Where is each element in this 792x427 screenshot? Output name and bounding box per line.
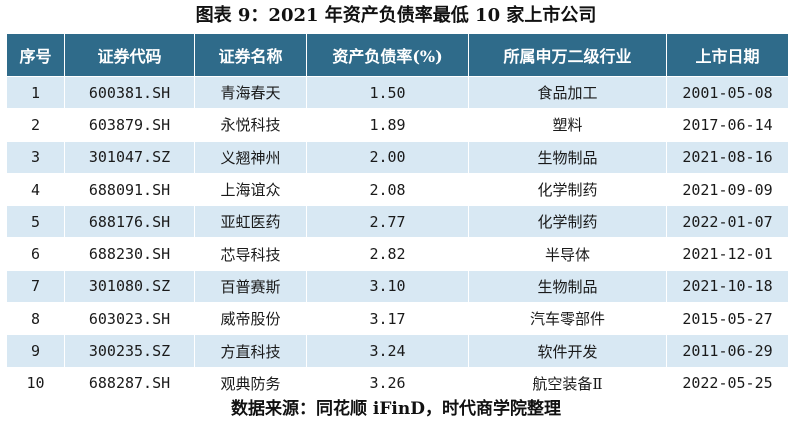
cell-name: 观典防务 [194, 366, 307, 400]
cell-industry: 生物制品 [468, 140, 667, 174]
source-note: 数据来源：同花顺 iFinD，时代商学院整理 [230, 399, 561, 419]
cell-industry: 生物制品 [468, 269, 667, 304]
cell-debt-ratio: 2.82 [306, 237, 469, 271]
cell-index: 8 [6, 302, 65, 336]
col-header-name: 证券名称 [194, 33, 307, 77]
cell-debt-ratio: 3.26 [306, 366, 469, 400]
cell-listing-date: 2021-08-16 [666, 140, 789, 174]
cell-index: 1 [6, 75, 65, 110]
col-header-listing-date: 上市日期 [666, 33, 789, 77]
cell-listing-date: 2022-01-07 [666, 205, 789, 239]
cell-index: 9 [6, 334, 65, 368]
cell-index: 3 [6, 140, 65, 174]
cell-name: 亚虹医药 [194, 205, 307, 239]
cell-code: 688230.SH [64, 237, 195, 271]
table-row: 10 688287.SH 观典防务 3.26 航空装备Ⅱ 2022-05-25 [6, 366, 789, 400]
cell-industry: 半导体 [468, 237, 667, 271]
cell-industry: 化学制药 [468, 172, 667, 207]
table-row: 3 301047.SZ 义翘神州 2.00 生物制品 2021-08-16 [6, 140, 789, 174]
col-header-index: 序号 [6, 33, 65, 77]
cell-code: 603879.SH [64, 108, 195, 142]
cell-debt-ratio: 3.10 [306, 269, 469, 304]
cell-listing-date: 2015-05-27 [666, 302, 789, 336]
cell-index: 5 [6, 205, 65, 239]
cell-debt-ratio: 3.24 [306, 334, 469, 368]
table-row: 9 300235.SZ 方直科技 3.24 软件开发 2011-06-29 [6, 334, 789, 368]
cell-code: 301047.SZ [64, 140, 195, 174]
figure-title: 图表 9：2021 年资产负债率最低 10 家上市公司 [195, 5, 597, 26]
cell-debt-ratio: 1.89 [306, 108, 469, 142]
cell-name: 义翘神州 [194, 140, 307, 174]
cell-industry: 化学制药 [468, 205, 667, 239]
data-table-container: 序号 证券代码 证券名称 资产负债率(%) 所属申万二级行业 上市日期 1 600… [6, 33, 789, 400]
col-header-debt-ratio: 资产负债率(%) [306, 33, 469, 77]
cell-name: 青海春天 [194, 75, 307, 110]
cell-index: 6 [6, 237, 65, 271]
cell-industry: 航空装备Ⅱ [468, 366, 667, 400]
cell-index: 10 [6, 366, 65, 400]
cell-debt-ratio: 1.50 [306, 75, 469, 110]
cell-debt-ratio: 2.08 [306, 172, 469, 207]
cell-name: 上海谊众 [194, 172, 307, 207]
col-header-code: 证券代码 [64, 33, 195, 77]
cell-code: 300235.SZ [64, 334, 195, 368]
table-row: 4 688091.SH 上海谊众 2.08 化学制药 2021-09-09 [6, 172, 789, 207]
header-row: 序号 证券代码 证券名称 资产负债率(%) 所属申万二级行业 上市日期 [6, 33, 789, 77]
cell-listing-date: 2001-05-08 [666, 75, 789, 110]
cell-industry: 软件开发 [468, 334, 667, 368]
table-body: 1 600381.SH 青海春天 1.50 食品加工 2001-05-08 2 603879.… [6, 75, 789, 400]
cell-index: 4 [6, 172, 65, 207]
table-row: 1 600381.SH 青海春天 1.50 食品加工 2001-05-08 [6, 75, 789, 110]
cell-name: 百普赛斯 [194, 269, 307, 304]
table-row: 2 603879.SH 永悦科技 1.89 塑料 2017-06-14 [6, 108, 789, 142]
cell-name: 永悦科技 [194, 108, 307, 142]
table-row: 7 301080.SZ 百普赛斯 3.10 生物制品 2021-10-18 [6, 269, 789, 304]
cell-code: 600381.SH [64, 75, 195, 110]
cell-code: 688176.SH [64, 205, 195, 239]
cell-listing-date: 2017-06-14 [666, 108, 789, 142]
cell-listing-date: 2011-06-29 [666, 334, 789, 368]
cell-code: 301080.SZ [64, 269, 195, 304]
table-row: 8 603023.SH 威帝股份 3.17 汽车零部件 2015-05-27 [6, 302, 789, 336]
cell-code: 688091.SH [64, 172, 195, 207]
cell-name: 威帝股份 [194, 302, 307, 336]
cell-debt-ratio: 2.77 [306, 205, 469, 239]
cell-listing-date: 2021-10-18 [666, 269, 789, 304]
cell-industry: 食品加工 [468, 75, 667, 110]
cell-listing-date: 2021-09-09 [666, 172, 789, 207]
col-header-industry: 所属申万二级行业 [468, 33, 667, 77]
cell-code: 603023.SH [64, 302, 195, 336]
cell-industry: 塑料 [468, 108, 667, 142]
cell-industry: 汽车零部件 [468, 302, 667, 336]
cell-index: 7 [6, 269, 65, 304]
cell-name: 方直科技 [194, 334, 307, 368]
cell-index: 2 [6, 108, 65, 142]
cell-name: 芯导科技 [194, 237, 307, 271]
table-row: 6 688230.SH 芯导科技 2.82 半导体 2021-12-01 [6, 237, 789, 271]
cell-debt-ratio: 3.17 [306, 302, 469, 336]
cell-debt-ratio: 2.00 [306, 140, 469, 174]
cell-listing-date: 2021-12-01 [666, 237, 789, 271]
table-row: 5 688176.SH 亚虹医药 2.77 化学制药 2022-01-07 [6, 205, 789, 239]
data-table: 序号 证券代码 证券名称 资产负债率(%) 所属申万二级行业 上市日期 1 600… [6, 33, 789, 400]
cell-listing-date: 2022-05-25 [666, 366, 789, 400]
